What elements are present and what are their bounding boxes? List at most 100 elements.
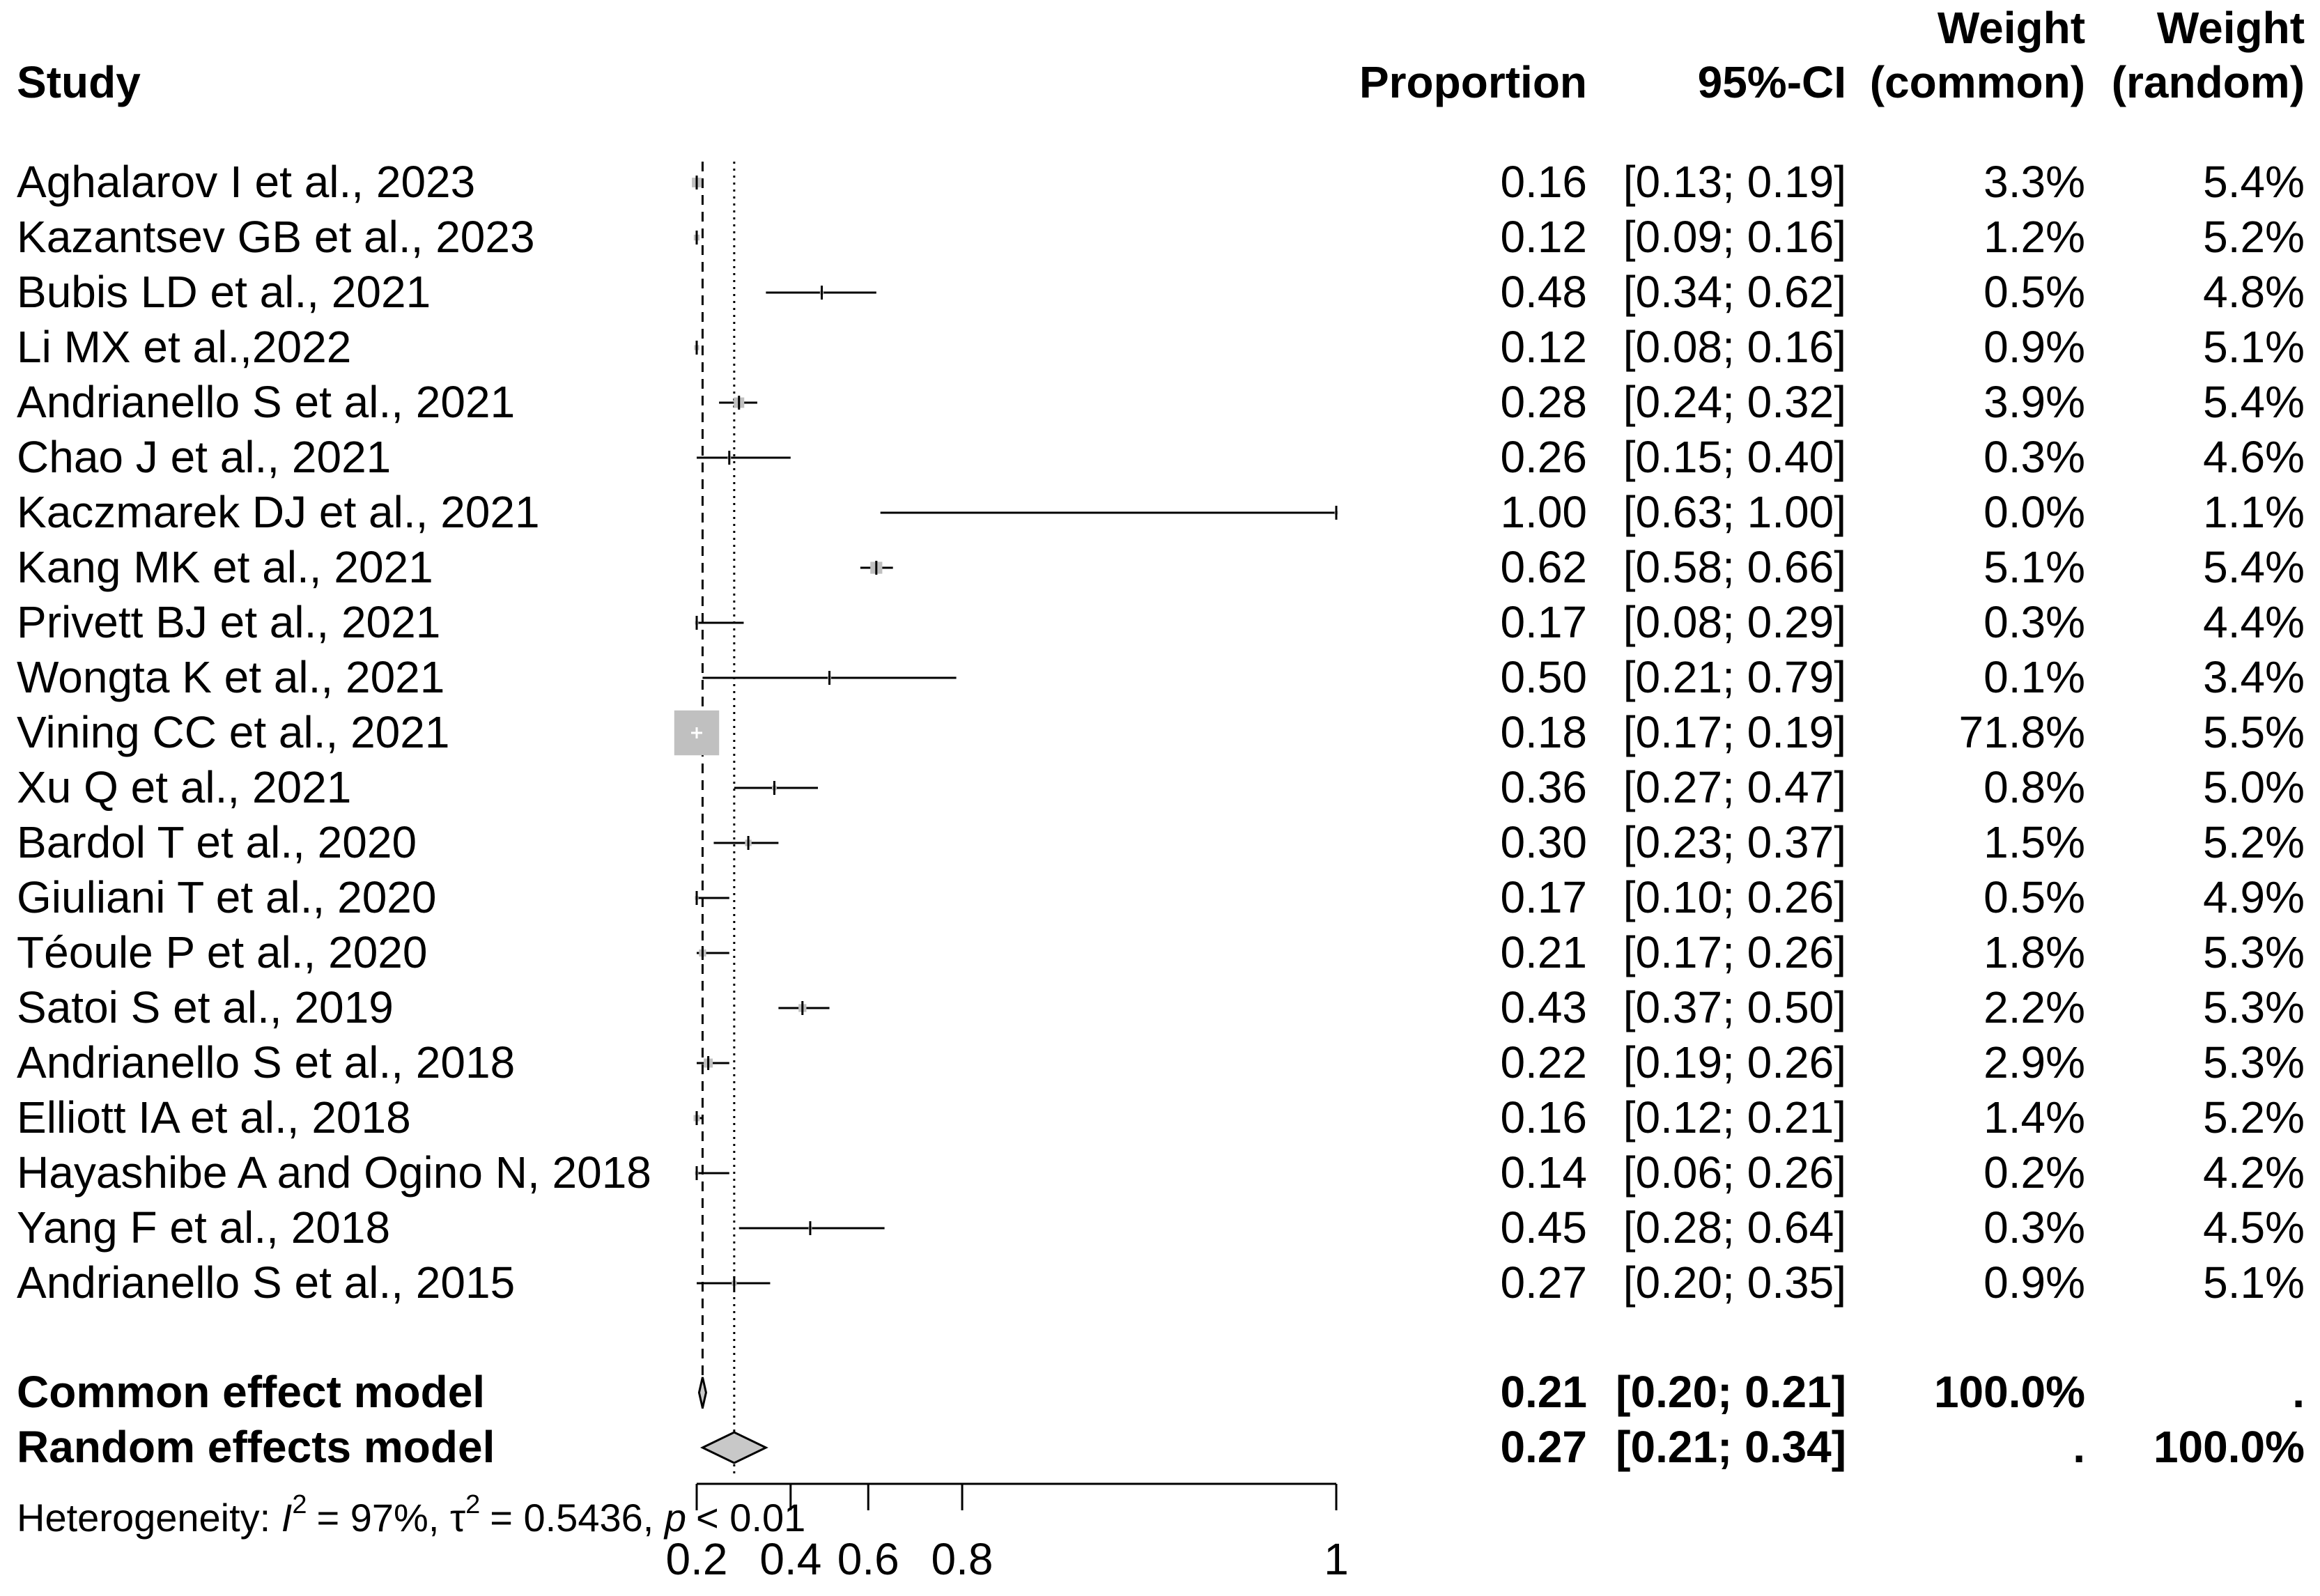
study-weight-common: 2.9% <box>1983 1037 2085 1087</box>
study-ci: [0.17; 0.26] <box>1623 927 1846 977</box>
study-ci: [0.34; 0.62] <box>1623 267 1846 317</box>
tau2-value: = 0.5436, <box>490 1496 665 1540</box>
model-rows: Common effect model 0.21 [0.20; 0.21] 100.0… <box>17 1367 2305 1472</box>
study-ci: [0.06; 0.26] <box>1623 1147 1846 1198</box>
study-weight-random: 5.4% <box>2203 157 2305 207</box>
model-weight-common: . <box>2073 1422 2085 1472</box>
study-ci: [0.58; 0.66] <box>1623 542 1846 592</box>
x-tick-label: 0.4 <box>759 1534 821 1584</box>
study-name: Téoule P et al., 2020 <box>17 927 427 977</box>
model-ci: [0.21; 0.34] <box>1616 1422 1846 1472</box>
study-weight-common: 0.1% <box>1983 652 2085 702</box>
study-weight-random: 1.1% <box>2203 487 2305 537</box>
study-weight-random: 4.9% <box>2203 872 2305 922</box>
study-name: Bardol T et al., 2020 <box>17 817 417 867</box>
study-name: Aghalarov I et al., 2023 <box>17 157 475 207</box>
study-ci: [0.15; 0.40] <box>1623 432 1846 482</box>
study-proportion: 0.26 <box>1500 432 1587 482</box>
header-ci: 95%-CI <box>1698 57 1846 107</box>
study-proportion: 0.14 <box>1500 1147 1587 1198</box>
model-proportion: 0.27 <box>1500 1422 1587 1472</box>
study-ci: [0.37; 0.50] <box>1623 982 1846 1032</box>
study-weight-common: 0.8% <box>1983 762 2085 812</box>
study-name: Hayashibe A and Ogino N, 2018 <box>17 1147 651 1198</box>
model-diamond <box>699 1431 768 1464</box>
header-weight-common-1: Weight <box>1938 3 2085 53</box>
study-weight-random: 4.8% <box>2203 267 2305 317</box>
p-symbol: p <box>663 1496 686 1540</box>
study-proportion: 0.22 <box>1500 1037 1587 1087</box>
x-tick-label: 0.6 <box>837 1534 899 1584</box>
study-proportion: 0.21 <box>1500 927 1587 977</box>
study-ci: [0.09; 0.16] <box>1623 212 1846 262</box>
study-proportion: 0.36 <box>1500 762 1587 812</box>
study-weight-common: 2.2% <box>1983 982 2085 1032</box>
study-proportion: 0.12 <box>1500 212 1587 262</box>
study-proportion: 0.16 <box>1500 157 1587 207</box>
study-weight-common: 1.8% <box>1983 927 2085 977</box>
study-weight-random: 3.4% <box>2203 652 2305 702</box>
x-tick-label: 0.8 <box>931 1534 993 1584</box>
study-name: Privett BJ et al., 2021 <box>17 597 440 647</box>
study-weight-common: 71.8% <box>1959 707 2085 757</box>
header-weight-common-2: (common) <box>1870 57 2085 107</box>
model-proportion: 0.21 <box>1500 1367 1587 1417</box>
study-ci: [0.08; 0.16] <box>1623 322 1846 372</box>
study-ci: [0.10; 0.26] <box>1623 872 1846 922</box>
study-name: Andrianello S et al., 2021 <box>17 377 515 427</box>
model-name: Common effect model <box>17 1367 485 1417</box>
study-weight-common: 0.5% <box>1983 267 2085 317</box>
study-weight-random: 5.1% <box>2203 322 2305 372</box>
study-proportion: 0.30 <box>1500 817 1587 867</box>
study-weight-random: 5.0% <box>2203 762 2305 812</box>
p-value: < 0.01 <box>696 1496 805 1540</box>
model-weight-random: 100.0% <box>2153 1422 2305 1472</box>
study-proportion: 0.27 <box>1500 1257 1587 1308</box>
study-weight-random: 4.6% <box>2203 432 2305 482</box>
study-ci: [0.17; 0.19] <box>1623 707 1846 757</box>
study-ci: [0.24; 0.32] <box>1623 377 1846 427</box>
study-name: Li MX et al.,2022 <box>17 322 351 372</box>
study-weight-common: 0.9% <box>1983 322 2085 372</box>
model-ci: [0.20; 0.21] <box>1616 1367 1846 1417</box>
study-proportion: 0.50 <box>1500 652 1587 702</box>
study-weight-random: 5.3% <box>2203 927 2305 977</box>
i2-symbol: I <box>281 1496 293 1540</box>
study-rows: Aghalarov I et al., 2023 0.16 [0.13; 0.19]… <box>17 157 2305 1308</box>
study-weight-common: 0.2% <box>1983 1147 2085 1198</box>
study-ci: [0.13; 0.19] <box>1623 157 1846 207</box>
header-proportion: Proportion <box>1359 57 1587 107</box>
study-name: Kazantsev GB et al., 2023 <box>17 212 535 262</box>
header-weight-random-1: Weight <box>2157 3 2305 53</box>
study-name: Kaczmarek DJ et al., 2021 <box>17 487 540 537</box>
study-proportion: 1.00 <box>1500 487 1587 537</box>
study-name: Giuliani T et al., 2020 <box>17 872 436 922</box>
study-ci: [0.20; 0.35] <box>1623 1257 1846 1308</box>
study-ci: [0.63; 1.00] <box>1623 487 1846 537</box>
study-weight-common: 3.9% <box>1983 377 2085 427</box>
study-weight-common: 0.3% <box>1983 1202 2085 1253</box>
study-weight-common: 0.3% <box>1983 432 2085 482</box>
study-weight-common: 3.3% <box>1983 157 2085 207</box>
study-name: Chao J et al., 2021 <box>17 432 391 482</box>
study-weight-common: 5.1% <box>1983 542 2085 592</box>
study-name: Bubis LD et al., 2021 <box>17 267 431 317</box>
model-weight-common: 100.0% <box>1934 1367 2085 1417</box>
study-ci: [0.27; 0.47] <box>1623 762 1846 812</box>
study-ci: [0.28; 0.64] <box>1623 1202 1846 1253</box>
study-name: Kang MK et al., 2021 <box>17 542 433 592</box>
study-weight-random: 5.2% <box>2203 212 2305 262</box>
study-weight-common: 0.0% <box>1983 487 2085 537</box>
model-weight-random: . <box>2292 1367 2305 1417</box>
study-weight-common: 1.2% <box>1983 212 2085 262</box>
study-proportion: 0.18 <box>1500 707 1587 757</box>
study-name: Wongta K et al., 2021 <box>17 652 444 702</box>
model-diamond <box>697 1377 707 1409</box>
x-axis: 0.2 0.4 0.6 0.8 1 <box>666 1482 1349 1584</box>
tau2-superscript: 2 <box>465 1490 480 1519</box>
study-weight-random: 4.2% <box>2203 1147 2305 1198</box>
study-proportion: 0.17 <box>1500 597 1587 647</box>
study-weight-common: 1.4% <box>1983 1092 2085 1142</box>
study-weight-random: 5.3% <box>2203 1037 2305 1087</box>
